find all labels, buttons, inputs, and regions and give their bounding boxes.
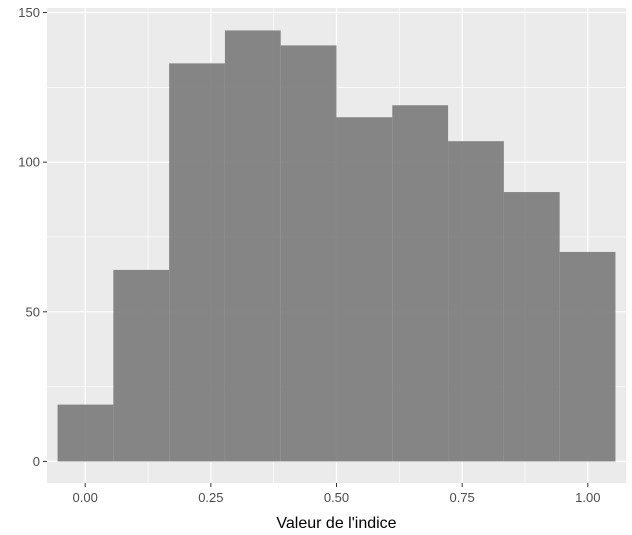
histogram-bar (336, 117, 393, 462)
histogram-bar (280, 45, 337, 462)
x-tick-label: 0.25 (198, 490, 223, 505)
y-tick-label: 150 (18, 5, 40, 20)
histogram-bar (559, 251, 616, 462)
x-tick-label: 0.00 (73, 490, 98, 505)
histogram-bar (224, 30, 281, 462)
histogram-bar (503, 192, 560, 462)
y-tick-label: 50 (26, 304, 40, 319)
y-tick-label: 0 (33, 454, 40, 469)
histogram-bar (113, 269, 170, 462)
histogram-bar (169, 63, 225, 462)
x-axis: 0.00 0.25 0.50 0.75 1.00 (73, 483, 600, 505)
x-tick-label: 0.75 (449, 490, 474, 505)
x-tick-label: 1.00 (575, 490, 600, 505)
x-axis-title: Valeur de l'indice (276, 515, 396, 532)
x-tick-label: 0.50 (324, 490, 349, 505)
histogram-bars (57, 30, 616, 462)
histogram-bar (392, 105, 449, 462)
histogram-bar (57, 404, 114, 462)
y-tick-label: 100 (18, 155, 40, 170)
histogram-bar (448, 141, 504, 462)
y-axis: 0 50 100 150 (18, 5, 47, 469)
